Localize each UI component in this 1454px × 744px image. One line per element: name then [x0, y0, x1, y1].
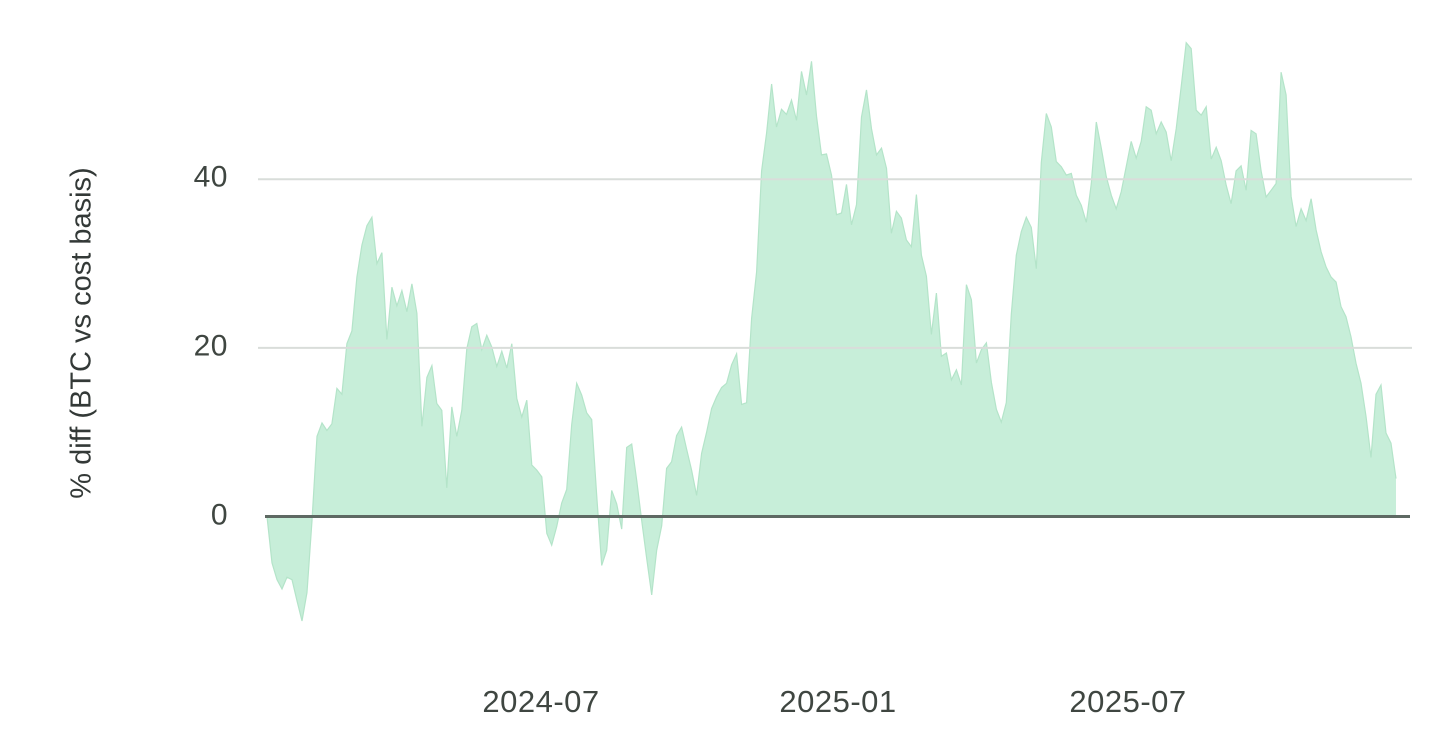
- x-tick-label-2024-07: 2024-07: [482, 684, 600, 719]
- area-top-edge: [266, 41, 1397, 622]
- x-tick-label-2025-07: 2025-07: [1069, 684, 1187, 719]
- y-tick-label-0: 0: [210, 498, 228, 532]
- y-tick-label-40: 40: [193, 160, 228, 194]
- y-axis-title: % diff (BTC vs cost basis): [65, 167, 98, 499]
- y-tick-label-20: 20: [193, 329, 228, 363]
- area-series: [267, 42, 1396, 621]
- x-tick-label-2025-01: 2025-01: [779, 684, 897, 719]
